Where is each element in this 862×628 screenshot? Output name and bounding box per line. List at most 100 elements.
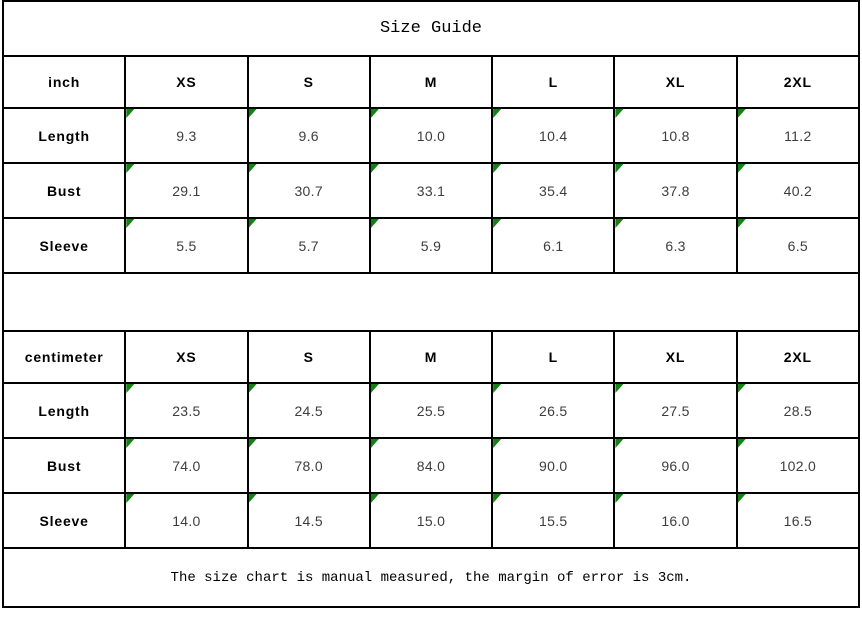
- size-value: 14.0: [172, 512, 201, 529]
- cell-corner-marker: [127, 220, 135, 228]
- cell-corner-marker: [249, 220, 257, 228]
- size-value-cell: 78.0: [246, 437, 371, 494]
- size-value: 10.8: [661, 127, 690, 144]
- size-value-cell: 9.3: [124, 107, 249, 164]
- unit-label-centimeter: centimeter: [1, 330, 127, 384]
- size-header-xs: XS: [124, 55, 249, 109]
- table-row-inch-bust: Bust 29.1 30.7 33.1 35.4 37.8 40.2: [1, 162, 861, 219]
- cell-corner-marker: [127, 110, 135, 118]
- size-value: 27.5: [661, 402, 690, 419]
- cell-corner-marker: [616, 165, 624, 173]
- size-value-cell: 28.5: [735, 382, 861, 439]
- size-value-cell: 35.4: [491, 162, 616, 219]
- size-guide-table: Size Guide inch XS S M L XL 2XL Length 9…: [1, 0, 861, 608]
- size-header-l: L: [491, 55, 616, 109]
- size-value-cell: 30.7: [246, 162, 371, 219]
- size-header-2xl: 2XL: [735, 330, 861, 384]
- size-value-cell: 96.0: [613, 437, 738, 494]
- size-value-cell: 6.1: [491, 217, 616, 274]
- cell-corner-marker: [127, 165, 135, 173]
- unit-label-inch: inch: [1, 55, 127, 109]
- cell-corner-marker: [738, 165, 746, 173]
- size-value: 6.3: [665, 237, 686, 254]
- cell-corner-marker: [738, 385, 746, 393]
- size-value: 37.8: [661, 182, 690, 199]
- footer-row: The size chart is manual measured, the m…: [2, 547, 860, 608]
- size-value-cell: 5.9: [368, 217, 494, 274]
- cell-corner-marker: [494, 440, 502, 448]
- cell-corner-marker: [249, 110, 257, 118]
- size-value: 5.7: [298, 237, 319, 254]
- cell-corner-marker: [494, 385, 502, 393]
- size-value-cell: 37.8: [613, 162, 738, 219]
- size-value: 25.5: [416, 402, 446, 419]
- cell-corner-marker: [371, 385, 379, 393]
- footer-note: The size chart is manual measured, the m…: [2, 547, 860, 608]
- table-row-cm-bust: Bust 74.0 78.0 84.0 90.0 96.0 102.0: [1, 437, 861, 494]
- size-value: 84.0: [416, 457, 446, 474]
- size-value: 24.5: [294, 402, 323, 419]
- size-value: 9.6: [298, 127, 319, 144]
- row-label: Bust: [1, 437, 127, 494]
- size-value-cell: 6.3: [613, 217, 738, 274]
- size-value-cell: 15.0: [368, 492, 494, 549]
- size-value-cell: 9.6: [246, 107, 371, 164]
- table-row-cm-length: Length 23.5 24.5 25.5 26.5 27.5 28.5: [1, 382, 861, 439]
- table-row-inch-length: Length 9.3 9.6 10.0 10.4 10.8 11.2: [1, 107, 861, 164]
- size-value-cell: 27.5: [613, 382, 738, 439]
- size-value: 16.5: [783, 512, 813, 529]
- cell-corner-marker: [371, 110, 379, 118]
- size-value-cell: 11.2: [735, 107, 861, 164]
- inch-header-row: inch XS S M L XL 2XL: [1, 55, 861, 109]
- cell-corner-marker: [249, 495, 257, 503]
- size-value-cell: 16.5: [735, 492, 861, 549]
- size-value: 11.2: [784, 127, 812, 144]
- size-header-xs: XS: [124, 330, 249, 384]
- size-value: 15.0: [416, 512, 446, 529]
- size-header-xl: XL: [613, 330, 738, 384]
- size-value-cell: 102.0: [735, 437, 861, 494]
- size-header-2xl: 2XL: [735, 55, 861, 109]
- size-value-cell: 5.7: [246, 217, 371, 274]
- size-header-s: S: [246, 330, 371, 384]
- cell-corner-marker: [738, 220, 746, 228]
- table-row-cm-sleeve: Sleeve 14.0 14.5 15.0 15.5 16.0 16.5: [1, 492, 861, 549]
- cell-corner-marker: [494, 495, 502, 503]
- cell-corner-marker: [494, 220, 502, 228]
- row-label: Bust: [1, 162, 127, 219]
- size-value-cell: 6.5: [735, 217, 861, 274]
- cell-corner-marker: [371, 220, 379, 228]
- cell-corner-marker: [738, 495, 746, 503]
- size-header-s: S: [246, 55, 371, 109]
- cell-corner-marker: [127, 495, 135, 503]
- row-label: Sleeve: [1, 492, 127, 549]
- cell-corner-marker: [738, 440, 746, 448]
- size-value-cell: 5.5: [124, 217, 249, 274]
- size-value: 23.5: [172, 402, 201, 419]
- size-value: 29.1: [172, 182, 201, 199]
- size-value: 26.5: [539, 402, 568, 419]
- size-value: 35.4: [539, 182, 568, 199]
- size-value: 5.5: [176, 237, 197, 254]
- size-value: 30.7: [294, 182, 323, 199]
- size-value: 74.0: [172, 457, 201, 474]
- cell-corner-marker: [494, 165, 502, 173]
- cell-corner-marker: [738, 110, 746, 118]
- size-value-cell: 25.5: [368, 382, 494, 439]
- size-value-cell: 10.0: [368, 107, 494, 164]
- size-value-cell: 14.0: [124, 492, 249, 549]
- size-value-cell: 16.0: [613, 492, 738, 549]
- page-title: Size Guide: [2, 0, 860, 57]
- cell-corner-marker: [494, 110, 502, 118]
- size-value-cell: 24.5: [246, 382, 371, 439]
- size-value: 15.5: [539, 512, 568, 529]
- row-label: Length: [1, 382, 127, 439]
- size-value: 102.0: [779, 457, 817, 474]
- spacer-row: [2, 272, 860, 332]
- cell-corner-marker: [616, 440, 624, 448]
- size-header-m: M: [368, 55, 494, 109]
- cell-corner-marker: [249, 440, 257, 448]
- cell-corner-marker: [616, 385, 624, 393]
- size-value: 96.0: [661, 457, 690, 474]
